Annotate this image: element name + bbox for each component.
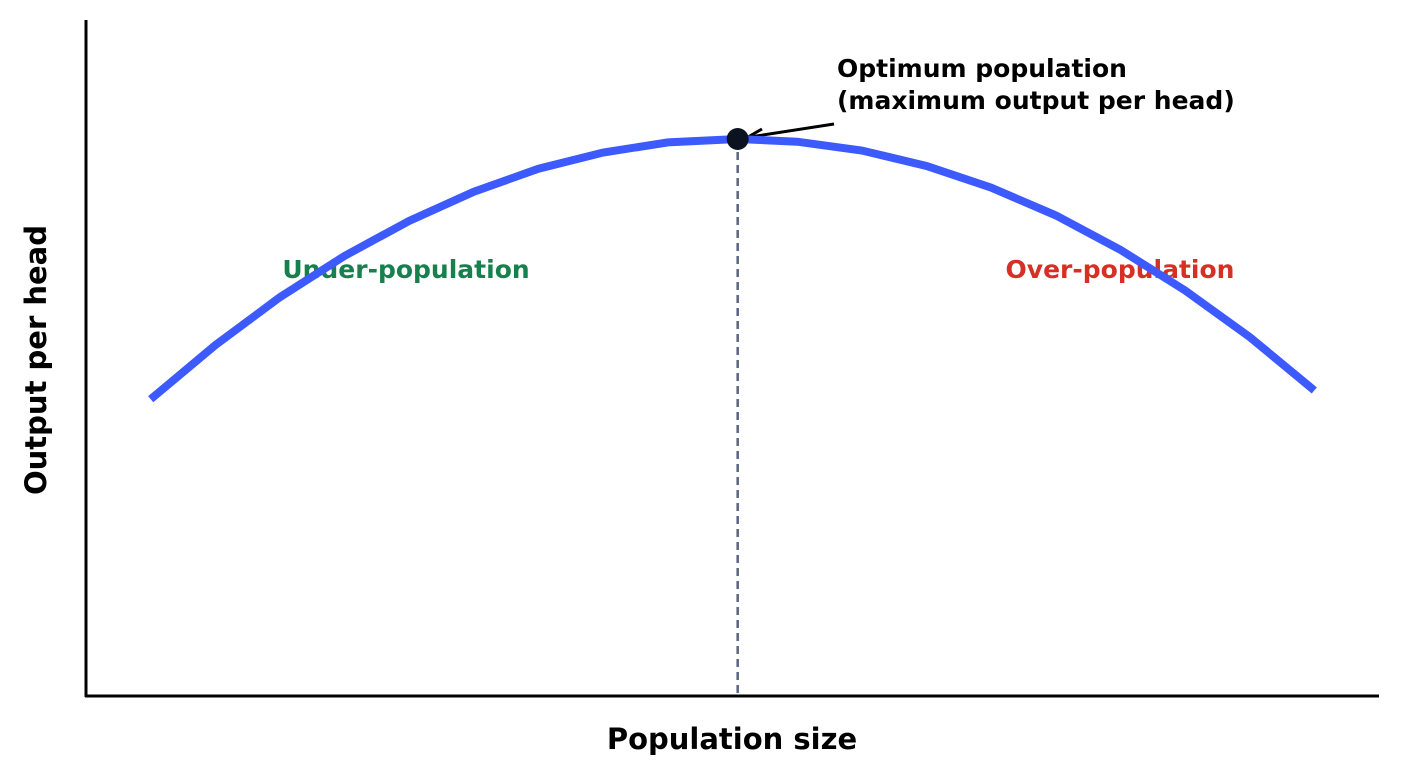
annotation-line: Optimum population bbox=[837, 54, 1127, 83]
annotation-arrow bbox=[749, 122, 835, 139]
x-axis-label: Population size bbox=[607, 722, 857, 756]
optimum-point bbox=[726, 127, 749, 150]
region-label: Over-population bbox=[1006, 255, 1235, 284]
annotation-line: (maximum output per head) bbox=[837, 86, 1235, 115]
y-axis-label: Output per head bbox=[19, 225, 53, 495]
